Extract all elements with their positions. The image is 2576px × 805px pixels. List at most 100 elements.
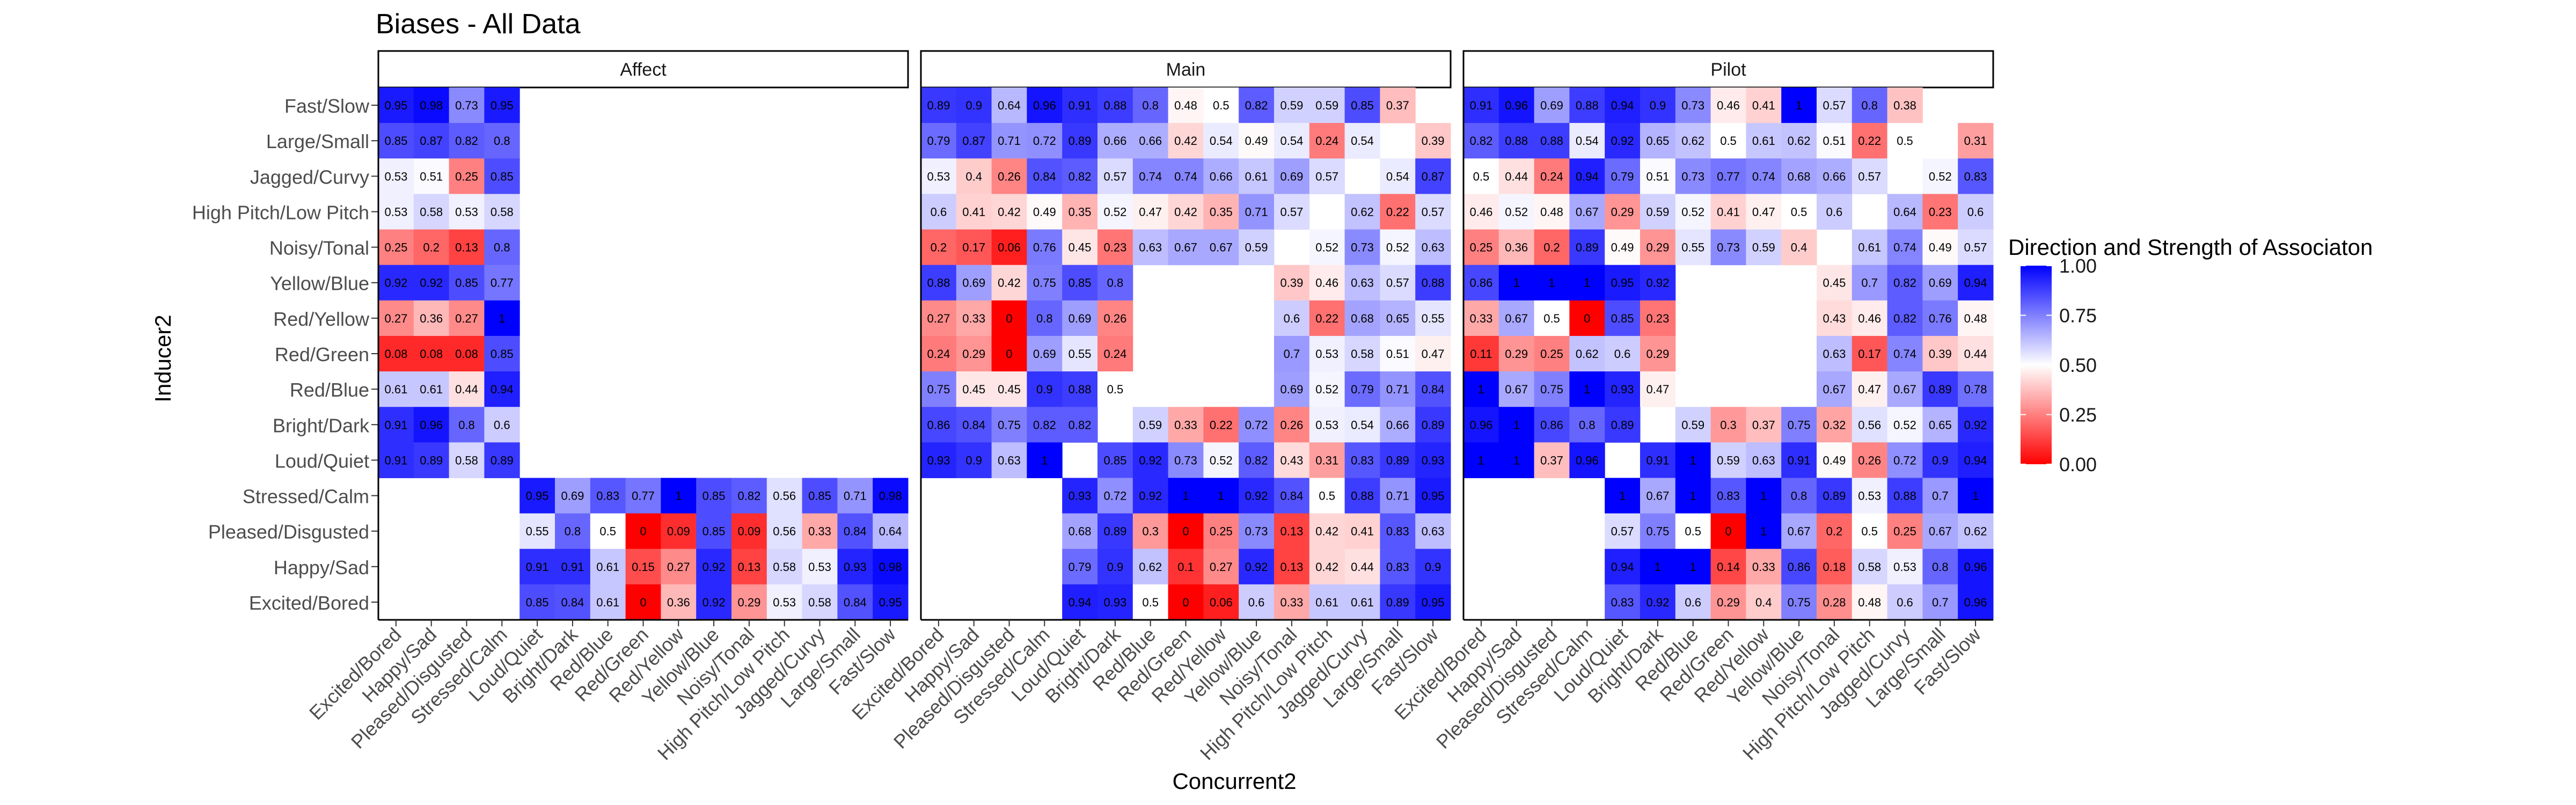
cell-value-label: 0.42 [998, 276, 1021, 290]
cell-value-label: 0.92 [1245, 489, 1268, 503]
heatmap-cell [449, 407, 485, 443]
heatmap-cell [378, 407, 414, 443]
heatmap-cell [1168, 548, 1204, 585]
heatmap-cell [1239, 229, 1275, 266]
cell-value-label: 0.24 [927, 347, 950, 361]
heatmap-cell [1851, 229, 1888, 266]
heatmap-cell [1534, 371, 1570, 407]
cell-value-label: 0.67 [1646, 489, 1669, 503]
heatmap-cell [1746, 548, 1782, 585]
heatmap-cell [1781, 87, 1817, 123]
heatmap-cell [1958, 478, 1994, 514]
heatmap-cell [1887, 442, 1923, 478]
heatmap-cell [1710, 478, 1746, 514]
heatmap-cell [1097, 265, 1133, 301]
cell-value-label: 0.5 [1543, 312, 1560, 325]
cell-value-label: 0.17 [1858, 347, 1881, 361]
heatmap-cell [1309, 300, 1345, 336]
cell-value-label: 0.72 [1103, 489, 1126, 503]
cell-value-label: 0.9 [1650, 99, 1666, 112]
cell-value-label: 0.69 [1280, 170, 1303, 183]
cell-value-label: 0.29 [1646, 347, 1669, 361]
heatmap-cell [1746, 478, 1782, 514]
cell-value-label: 0.33 [1174, 418, 1197, 431]
cell-value-label: 0.8 [494, 134, 510, 148]
cell-value-label: 1 [1972, 489, 1979, 503]
cell-value-label: 0.74 [1893, 347, 1916, 361]
cell-value-label: 0.9 [965, 99, 982, 112]
heatmap-cell [1274, 548, 1310, 585]
heatmap-cell [1640, 371, 1676, 407]
cell-value-label: 0.6 [1685, 596, 1701, 609]
cell-value-label: 1 [1655, 560, 1661, 574]
heatmap-cell [1817, 548, 1853, 585]
heatmap-cell [1640, 158, 1676, 194]
heatmap-cell [921, 229, 957, 266]
cell-value-label: 0.6 [1284, 312, 1300, 325]
cell-value-label: 0.85 [808, 489, 831, 503]
cell-value-label: 0.73 [1245, 525, 1268, 538]
cell-value-label: 0.89 [1611, 418, 1634, 431]
cell-value-label: 0.13 [1280, 560, 1303, 574]
cell-value-label: 0.87 [1422, 170, 1445, 183]
y-tick-label: Red/Yellow [273, 308, 370, 330]
cell-value-label: 0.93 [1422, 453, 1445, 467]
heatmap-cell [802, 513, 838, 550]
cell-value-label: 0.82 [1069, 170, 1092, 183]
heatmap-cell [873, 548, 909, 585]
y-tick-label: Loud/Quiet [275, 450, 369, 472]
cell-value-label: 0.85 [526, 596, 549, 609]
cell-value-label: 0.42 [1174, 134, 1197, 148]
heatmap-cell [413, 123, 450, 159]
heatmap-cell [991, 194, 1027, 230]
y-tick-label: Red/Green [275, 343, 369, 365]
cell-value-label: 0.52 [1210, 453, 1233, 467]
cell-value-label: 1 [499, 312, 505, 325]
cell-value-label: 1 [1690, 453, 1696, 467]
cell-value-label: 0.33 [1469, 312, 1492, 325]
heatmap-cell [1309, 87, 1345, 123]
heatmap-cell [1097, 194, 1133, 230]
heatmap-cell [1887, 123, 1923, 159]
chart-title: Biases - All Data [376, 9, 581, 40]
heatmap-cell [1309, 513, 1345, 550]
cell-value-label: 0.89 [1103, 525, 1126, 538]
cell-value-label: 0.69 [1540, 99, 1563, 112]
heatmap-cell [1534, 87, 1570, 123]
cell-value-label: 0.82 [1069, 418, 1092, 431]
color-legend: Direction and Strength of Associaton 0.0… [2008, 235, 2373, 475]
cell-value-label: 0.63 [1139, 241, 1162, 254]
cell-value-label: 0.59 [1245, 241, 1268, 254]
heatmap-cell [1097, 229, 1133, 266]
heatmap-cell [1605, 371, 1641, 407]
cell-value-label: 0.44 [1964, 347, 1987, 361]
heatmap-cell [1605, 300, 1641, 336]
heatmap-cell [1851, 442, 1888, 478]
heatmap-cell [873, 478, 909, 514]
heatmap-cell [1203, 87, 1239, 123]
cell-value-label: 0.25 [1210, 525, 1233, 538]
y-tick-label: Excited/Bored [249, 592, 369, 614]
heatmap-cell [766, 584, 803, 620]
heatmap-cell [837, 584, 873, 620]
cell-value-label: 0.58 [1858, 560, 1881, 574]
cell-value-label: 0.85 [455, 276, 478, 290]
heatmap-cell [661, 584, 697, 620]
heatmap-cell [956, 407, 992, 443]
legend-tick-label: 0.50 [2059, 354, 2097, 376]
heatmap-cell [1415, 548, 1451, 585]
cell-value-label: 0.86 [927, 418, 950, 431]
heatmap-cell [766, 513, 803, 550]
cell-value-label: 0.84 [1033, 170, 1056, 183]
heatmap-cell [1887, 300, 1923, 336]
heatmap-cell [1168, 407, 1204, 443]
heatmap-cell [1922, 300, 1958, 336]
heatmap-cell [1498, 371, 1535, 407]
heatmap-cell [1534, 265, 1570, 301]
cell-value-label: 0.67 [1576, 205, 1599, 218]
cell-value-label: 0.52 [1315, 383, 1338, 396]
y-tick-label: Jagged/Curvy [250, 166, 369, 188]
heatmap-cell [1851, 407, 1888, 443]
cell-value-label: 0.48 [1964, 312, 1987, 325]
heatmap-cell [1203, 584, 1239, 620]
